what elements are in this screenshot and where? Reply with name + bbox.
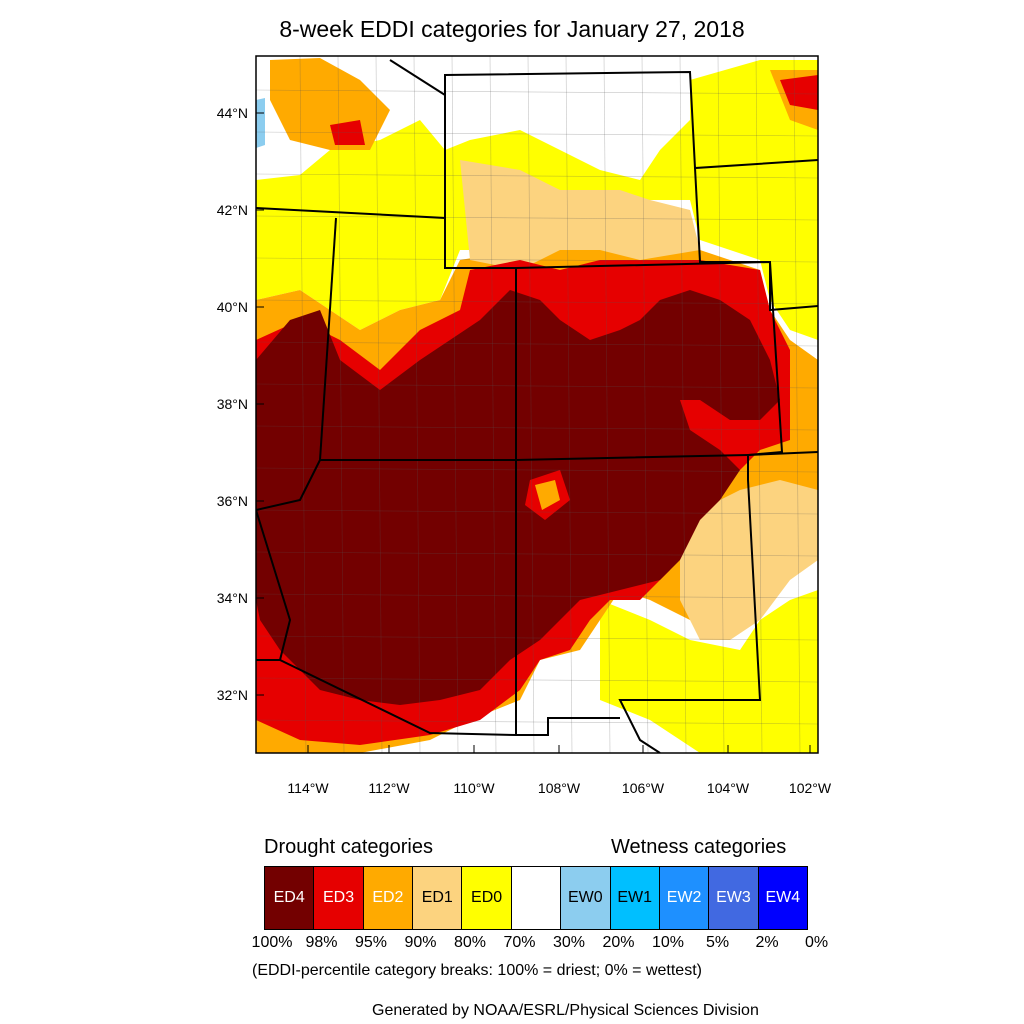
wetness-categories-heading: Wetness categories: [611, 836, 787, 858]
county-line: [256, 509, 818, 515]
county-line: [679, 56, 687, 753]
region-ew0: [256, 98, 265, 148]
lat-label: 38°N: [217, 396, 248, 412]
county-line: [413, 56, 421, 753]
county-line: [256, 635, 818, 641]
lat-label: 40°N: [217, 299, 248, 315]
county-line: [755, 56, 763, 753]
break-label: 2%: [755, 934, 779, 951]
legend-cell-ed4: ED4: [265, 867, 315, 929]
break-label: 98%: [305, 934, 338, 951]
county-line: [256, 89, 818, 95]
break-label: 80%: [453, 934, 487, 951]
lon-label: 106°W: [622, 780, 665, 796]
legend-cell-ew3: EW3: [709, 867, 759, 929]
county-line: [256, 215, 818, 221]
county-line: [337, 56, 345, 753]
county-line: [256, 551, 818, 557]
lon-label: 104°W: [707, 780, 750, 796]
county-boundaries: [256, 56, 818, 753]
lat-label: 34°N: [217, 590, 248, 606]
county-line: [256, 467, 818, 473]
lon-label: 112°W: [368, 780, 410, 796]
county-line: [717, 56, 725, 753]
latitude-axis: 44°N 42°N 40°N 38°N 36°N 34°N 32°N: [217, 105, 264, 703]
lon-label: 110°W: [453, 780, 495, 796]
county-line: [256, 383, 818, 389]
break-label: 95%: [354, 934, 388, 951]
drought-categories-heading: Drought categories: [264, 836, 433, 858]
break-label: 5%: [705, 934, 730, 951]
lon-label: 114°W: [287, 780, 329, 796]
legend-cell-ed3: ED3: [314, 867, 364, 929]
lon-label: 102°W: [789, 780, 832, 796]
county-line: [641, 56, 649, 753]
longitude-axis: 114°W 112°W 110°W 108°W 106°W 104°W 102°W: [287, 745, 832, 796]
county-line: [375, 56, 383, 753]
county-line: [489, 56, 497, 753]
region-ed0: [256, 60, 818, 753]
category-note: (EDDI-percentile category breaks: 100% =…: [252, 962, 702, 979]
break-label: 70%: [503, 934, 536, 951]
break-label: 0%: [804, 934, 829, 951]
county-line: [256, 173, 818, 179]
legend-cell-ew4: EW4: [758, 867, 807, 929]
county-line: [527, 56, 535, 753]
lat-label: 44°N: [217, 105, 248, 121]
county-line: [256, 593, 818, 599]
county-line: [256, 299, 818, 305]
state-boundaries: [256, 59, 818, 753]
eddi-map: 44°N42°N40°N38°N36°N34°N32°N 114°W 112°W 1…: [217, 55, 832, 796]
lat-label: 32°N: [217, 687, 248, 703]
county-line: [299, 56, 307, 753]
lon-label: 108°W: [538, 780, 581, 796]
break-label: 100%: [251, 934, 293, 951]
region-ed4: [256, 290, 780, 705]
legend-cell-ed1: ED1: [413, 867, 463, 929]
region-ed2-island: [535, 480, 560, 510]
legend-cell-ew0: EW0: [561, 867, 611, 929]
county-line: [256, 341, 818, 347]
legend-cell-ew1: EW1: [610, 867, 660, 929]
credit-line: Generated by NOAA/ESRL/Physical Sciences…: [372, 1002, 759, 1019]
county-line: [256, 425, 818, 431]
break-label: 20%: [602, 934, 635, 951]
map-title: 8-week EDDI categories for January 27, 2…: [279, 16, 745, 42]
break-label: 90%: [404, 934, 437, 951]
category-legend: ED4 ED3 ED2 ED1 ED0 EW0 EW1 EW2 EW3 EW4: [264, 866, 808, 930]
lat-label: 42°N: [217, 202, 248, 218]
region-ed1: [460, 160, 818, 640]
county-line: [256, 719, 818, 725]
county-line: [256, 131, 818, 137]
county-line: [793, 56, 801, 753]
lat-label: 36°N: [217, 493, 248, 509]
percentile-breaks: 100% 98% 95% 90% 80% 70% 30% 20% 10% 5% 2% 0%: [0, 934, 1024, 956]
county-line: [256, 677, 818, 683]
break-label: 30%: [552, 934, 586, 951]
break-label: 10%: [651, 934, 685, 951]
legend-cell-ew2: EW2: [659, 867, 710, 929]
county-line: [451, 56, 459, 753]
county-line: [603, 56, 611, 753]
legend-cell-ed0: ED0: [462, 867, 512, 929]
legend-cell-ed2: ED2: [363, 867, 414, 929]
county-line: [565, 56, 573, 753]
legend-cell-neutral: [511, 867, 562, 929]
